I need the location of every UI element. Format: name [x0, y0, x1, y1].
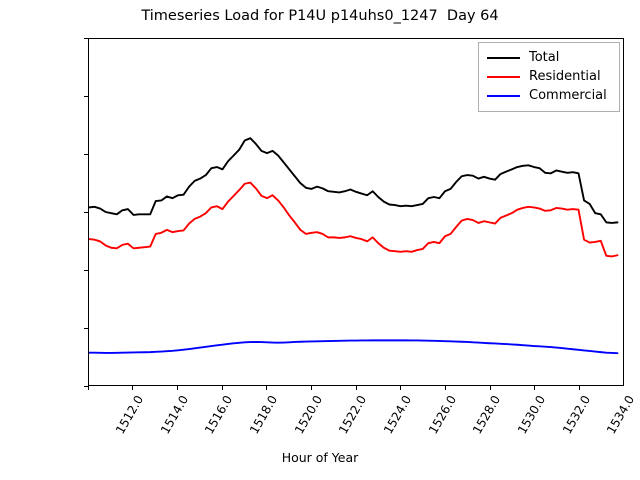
x-tick-mark	[444, 386, 446, 390]
legend-entry[interactable]: Total	[479, 48, 619, 67]
x-tick-label: 1532.0	[559, 393, 593, 437]
x-tick-label: 1534.0	[604, 393, 638, 437]
y-tick-mark	[84, 385, 88, 387]
legend-swatch-commercial	[487, 94, 520, 97]
y-tick-mark	[84, 153, 88, 155]
y-tick-mark	[84, 211, 88, 213]
y-tick-mark	[84, 269, 88, 271]
y-tick-mark	[84, 95, 88, 97]
x-tick-mark	[400, 386, 402, 390]
x-tick-label: 1512.0	[113, 393, 147, 437]
x-tick-label: 1524.0	[381, 393, 415, 437]
x-tick-label: 1516.0	[202, 393, 236, 437]
x-tick-label: 1528.0	[470, 393, 504, 437]
x-tick-mark	[578, 386, 580, 390]
x-tick-mark	[221, 386, 223, 390]
x-tick-mark	[355, 386, 357, 390]
x-tick-label: 1526.0	[425, 393, 459, 437]
x-axis-label: Hour of Year	[281, 450, 359, 465]
legend-swatch-residential	[487, 75, 520, 78]
x-tick-mark	[534, 386, 536, 390]
y-axis-label: kW total	[0, 160, 1, 212]
legend-entry[interactable]: Residential	[479, 67, 619, 86]
series-canvas	[89, 39, 623, 385]
series-line-commercial	[89, 340, 617, 353]
legend-label: Commercial	[529, 88, 607, 103]
x-tick-mark	[489, 386, 491, 390]
x-tick-mark	[266, 386, 268, 390]
x-tick-mark	[310, 386, 312, 390]
x-tick-label: 1522.0	[336, 393, 370, 437]
x-tick-label: 1530.0	[515, 393, 549, 437]
x-tick-label: 1514.0	[157, 393, 191, 437]
x-tick-label: 1518.0	[247, 393, 281, 437]
chart-legend: Total Residential Commercial	[478, 42, 620, 112]
chart-title: Timeseries Load for P14U p14uhs0_1247 Da…	[141, 8, 499, 24]
series-line-residential	[89, 183, 617, 257]
x-tick-mark	[87, 386, 89, 390]
y-tick-mark	[84, 37, 88, 39]
y-tick-mark	[84, 327, 88, 329]
legend-label: Total	[529, 50, 560, 65]
legend-swatch-total	[487, 56, 520, 59]
x-tick-label: 1520.0	[291, 393, 325, 437]
legend-entry[interactable]: Commercial	[479, 86, 619, 105]
x-tick-mark	[176, 386, 178, 390]
legend-label: Residential	[529, 69, 601, 84]
x-tick-mark	[132, 386, 134, 390]
series-line-total	[89, 138, 617, 223]
